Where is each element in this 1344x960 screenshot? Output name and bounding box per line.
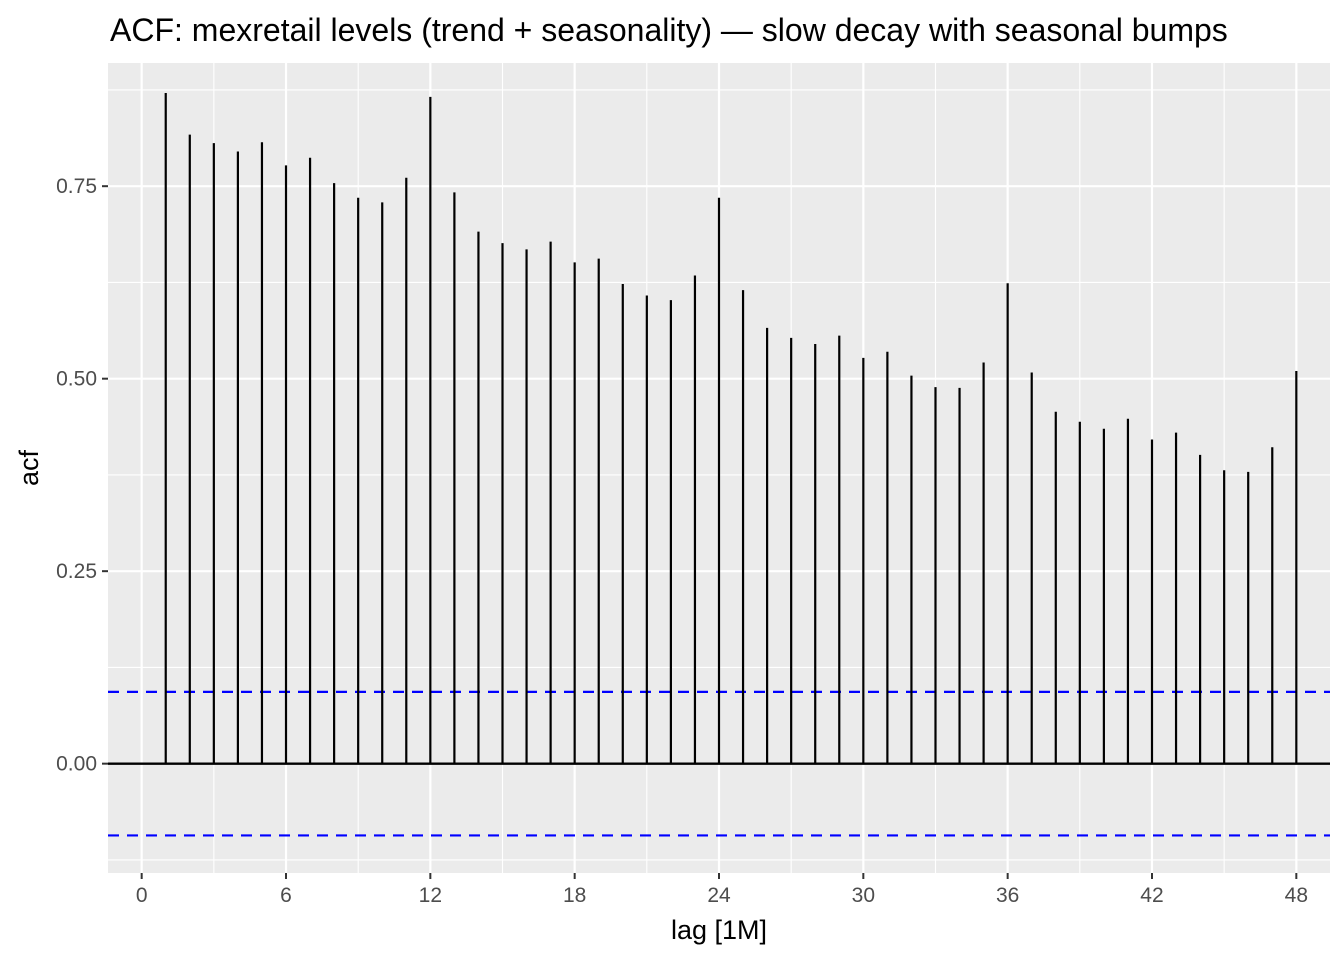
chart-title: ACF: mexretail levels (trend + seasonali… — [110, 12, 1228, 48]
x-tick-label: 0 — [136, 884, 148, 907]
x-axis-title: lag [1M] — [671, 915, 767, 945]
x-tick-label: 18 — [563, 884, 586, 907]
y-axis-title: acf — [14, 449, 44, 486]
x-tick-label: 30 — [852, 884, 875, 907]
x-axis: 0 6 12 18 24 30 36 42 48 — [136, 873, 1308, 907]
x-tick-label: 24 — [707, 884, 731, 907]
acf-bars — [164, 93, 1298, 764]
x-tick-label: 6 — [280, 884, 292, 907]
x-tick-label: 12 — [419, 884, 442, 907]
y-tick-label: 0.50 — [56, 368, 97, 391]
x-tick-label: 42 — [1140, 884, 1163, 907]
x-tick-label: 48 — [1285, 884, 1308, 907]
y-tick-label: 0.75 — [56, 175, 97, 198]
y-axis: 0.00 0.25 0.50 0.75 — [56, 175, 108, 776]
y-tick-label: 0.25 — [56, 560, 97, 583]
y-tick-label: 0.00 — [56, 753, 97, 776]
x-tick-label: 36 — [996, 884, 1019, 907]
